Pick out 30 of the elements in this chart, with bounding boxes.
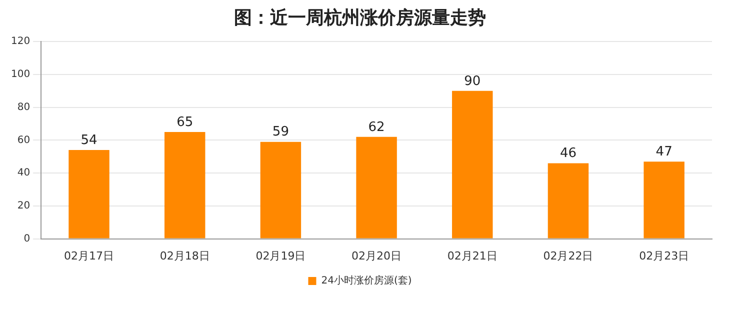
y-tick-label: 100 bbox=[10, 69, 30, 80]
legend-label: 24小时涨价房源(套) bbox=[321, 274, 412, 287]
bar bbox=[356, 136, 397, 238]
data-label: 59 bbox=[272, 124, 289, 140]
bar bbox=[452, 90, 493, 238]
data-label: 62 bbox=[368, 120, 385, 135]
data-label: 47 bbox=[656, 144, 672, 160]
y-tick-label: 0 bbox=[24, 233, 30, 244]
y-tick-label: 20 bbox=[17, 200, 30, 212]
bar bbox=[164, 132, 206, 238]
x-tick-label: 02月17日 bbox=[64, 249, 114, 262]
x-tick-label: 02月18日 bbox=[160, 249, 210, 262]
y-tick-label: 120 bbox=[10, 36, 30, 48]
bar bbox=[68, 150, 110, 238]
bar bbox=[260, 142, 302, 238]
x-tick-label: 02月21日 bbox=[447, 249, 498, 262]
y-tick-label: 80 bbox=[17, 102, 30, 113]
data-label: 46 bbox=[560, 146, 577, 162]
y-tick-label: 40 bbox=[17, 168, 30, 179]
x-tick-label: 02月19日 bbox=[256, 249, 306, 262]
bar bbox=[644, 162, 684, 238]
x-tick-label: 02月20日 bbox=[352, 249, 402, 262]
x-tick-label: 02月23日 bbox=[639, 249, 690, 262]
bar bbox=[548, 163, 589, 238]
chart-title: 图：近一周杭州涨价房源量走势 bbox=[234, 7, 486, 28]
data-label: 54 bbox=[80, 132, 98, 148]
data-label: 65 bbox=[176, 114, 194, 130]
x-tick-label: 02月22日 bbox=[543, 249, 594, 262]
y-tick-label: 60 bbox=[17, 134, 30, 146]
data-label: 90 bbox=[464, 74, 481, 89]
